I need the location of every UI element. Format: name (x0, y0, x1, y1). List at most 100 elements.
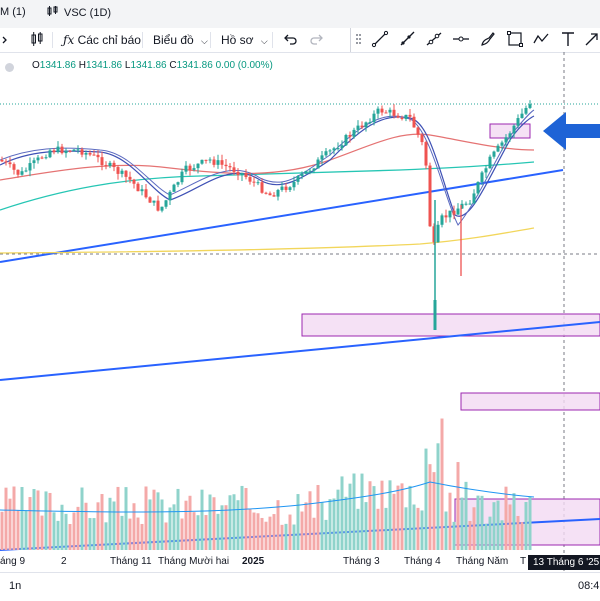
candle-body (456, 208, 460, 215)
candle-body (328, 150, 332, 152)
volume-bar (280, 524, 284, 550)
volume-bar (52, 512, 56, 550)
candle-body (433, 300, 437, 330)
redo-button[interactable] (310, 31, 324, 49)
candle-body (304, 170, 308, 174)
volume-bar (404, 507, 408, 550)
rectangle-icon[interactable] (506, 30, 524, 48)
indicators-label: Các chỉ báo (77, 33, 141, 47)
candle-body (500, 142, 504, 146)
trend-line (0, 321, 600, 381)
candle-style-button[interactable] (30, 31, 44, 49)
candle-body (300, 173, 304, 177)
volume-bar (144, 486, 148, 550)
candle-body (76, 149, 80, 151)
volume-bar (500, 520, 504, 550)
candle-body (380, 108, 384, 113)
extended-line-icon[interactable] (425, 30, 443, 48)
volume-bar (180, 518, 184, 550)
tab-bar: M (1) VSC (1D) (0, 0, 600, 29)
interval-button[interactable]: 1n (9, 580, 22, 592)
volume-average-line (0, 481, 535, 513)
volume-bar (460, 497, 464, 550)
volume-bar (288, 514, 292, 550)
volume-bar (212, 497, 216, 550)
volume-bar (28, 497, 32, 550)
volume-bar (284, 523, 288, 550)
volume-bar (68, 524, 72, 550)
volume-bar (516, 515, 520, 550)
volume-bar (116, 486, 120, 550)
volume-bar (272, 514, 276, 550)
chart-type-button[interactable]: Biểu đồ ⌵ (153, 31, 208, 49)
supply-zone (301, 313, 600, 337)
volume-bar (396, 485, 400, 550)
candle-body (212, 159, 216, 165)
candle-body (232, 167, 236, 172)
volume-bar (252, 512, 256, 550)
candle-body (488, 156, 492, 169)
volume-bar (300, 511, 304, 550)
volume-bar (392, 493, 396, 550)
indicators-button[interactable]: ƒx Các chỉ báo (63, 31, 141, 49)
volume-bar (172, 504, 176, 550)
candle-body (260, 182, 264, 193)
volume-bar (512, 493, 516, 550)
candle-body (92, 154, 96, 156)
volume-bar (196, 515, 200, 550)
ray-icon[interactable] (398, 30, 416, 48)
candle-body (512, 125, 516, 134)
price-chart[interactable] (0, 52, 600, 574)
time-axis-label: 2025 (242, 556, 265, 567)
candle-body (244, 173, 248, 178)
undo-button[interactable] (283, 31, 297, 49)
candle-body (332, 148, 336, 151)
brush-icon[interactable] (479, 30, 497, 48)
arrow-tool-icon[interactable] (583, 30, 600, 48)
crosshair-time-label: 13 Tháng 6 '25 (528, 555, 600, 570)
volume-bar (220, 505, 224, 550)
text-tool-icon[interactable] (559, 30, 577, 48)
ohlc-legend: O1341.86 H1341.86 L1341.86 C1341.86 0.00… (32, 60, 273, 71)
layout-button[interactable]: Hồ sơ ⌵ (221, 31, 268, 49)
candle-body (60, 146, 64, 154)
tab-vsc[interactable]: VSC (1D) (47, 6, 111, 19)
candle-body (308, 170, 312, 172)
collapse-chevron-icon[interactable] (2, 31, 10, 49)
time-axis-label: Tháng 4 (404, 556, 441, 567)
chart-type-label: Biểu đồ (153, 33, 194, 47)
candle-body (100, 157, 104, 166)
candle-body (192, 168, 196, 170)
horizontal-line-icon[interactable] (452, 30, 470, 48)
volume-bar (276, 500, 280, 550)
fx-icon: ƒx (63, 33, 75, 47)
tab-m[interactable]: M (1) (0, 6, 26, 18)
change-value: 0.00 (0.00%) (215, 60, 273, 71)
candle-body (104, 165, 108, 167)
arrow-annotation-icon (543, 112, 600, 150)
volume-bar (64, 513, 68, 550)
volume-bar (8, 498, 12, 550)
candle-body (32, 160, 36, 164)
volume-bar (524, 501, 528, 550)
candle-body (220, 160, 224, 165)
volume-bar (424, 448, 428, 550)
candle-body (408, 114, 412, 117)
time-axis[interactable]: áng 9 2 Tháng 11 Tháng Mười hai 2025 Thá… (0, 552, 600, 572)
candles-icon (31, 32, 43, 46)
time-axis-label: Tháng Năm (456, 556, 509, 567)
candle-body (80, 149, 84, 155)
tab-m-label: M (1) (0, 6, 26, 18)
trend-line-icon[interactable] (371, 30, 389, 48)
path-icon[interactable] (532, 30, 550, 48)
drag-handle-icon[interactable] (355, 30, 373, 48)
candle-body (88, 152, 92, 155)
open-key: O (32, 60, 40, 71)
candle-body (204, 159, 208, 161)
candle-body (312, 168, 316, 171)
volume-bar (100, 494, 104, 550)
volume-bar (192, 512, 196, 550)
candle-body (288, 187, 292, 190)
drawing-toolbar (350, 28, 600, 52)
volume-bar (104, 522, 108, 550)
